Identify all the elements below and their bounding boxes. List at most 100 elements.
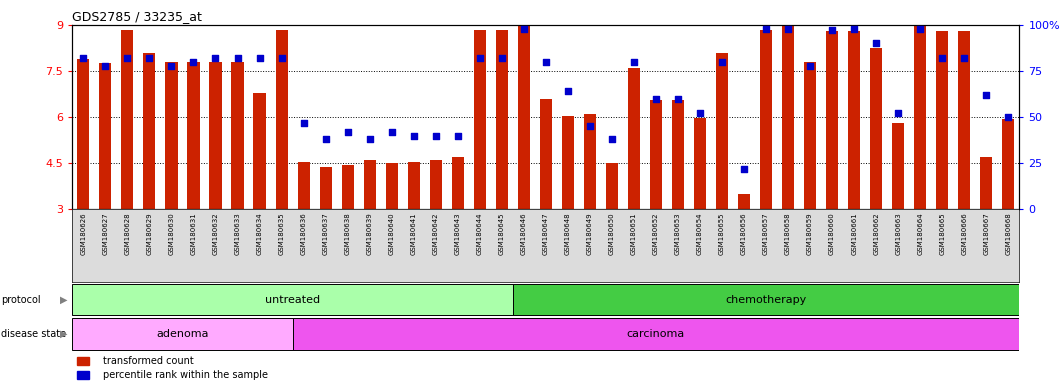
Text: GSM180645: GSM180645: [499, 212, 504, 255]
Text: GSM180656: GSM180656: [741, 212, 747, 255]
Bar: [1002, 119, 1014, 209]
Bar: [144, 53, 155, 209]
Bar: [782, 26, 794, 209]
Text: GSM180628: GSM180628: [124, 212, 131, 255]
Bar: [959, 31, 970, 209]
Text: GSM180649: GSM180649: [587, 212, 593, 255]
Bar: [99, 63, 112, 209]
Bar: [738, 194, 750, 209]
Bar: [914, 26, 927, 209]
Point: [890, 110, 907, 116]
Bar: [628, 68, 639, 209]
Bar: [671, 100, 684, 209]
Bar: [892, 123, 904, 209]
Text: percentile rank within the sample: percentile rank within the sample: [103, 370, 268, 380]
Text: GSM180660: GSM180660: [829, 212, 835, 255]
Bar: [650, 100, 662, 209]
Text: GSM180644: GSM180644: [477, 212, 483, 255]
Bar: [694, 118, 706, 209]
Text: GSM180668: GSM180668: [1005, 212, 1011, 255]
Bar: [848, 31, 860, 209]
Point: [471, 55, 488, 61]
Text: GSM180635: GSM180635: [279, 212, 284, 255]
Text: GSM180654: GSM180654: [697, 212, 703, 255]
Bar: [364, 159, 376, 209]
Text: GSM180637: GSM180637: [322, 212, 329, 255]
Bar: [408, 162, 420, 209]
Point: [449, 132, 466, 139]
Point: [647, 96, 664, 102]
Text: chemotherapy: chemotherapy: [726, 295, 807, 305]
Text: GSM180652: GSM180652: [653, 212, 659, 255]
Point: [119, 55, 136, 61]
Bar: [78, 59, 89, 209]
Text: GSM180642: GSM180642: [433, 212, 438, 255]
Point: [251, 55, 268, 61]
Text: ▶: ▶: [60, 295, 67, 305]
Point: [229, 55, 246, 61]
Bar: [253, 93, 266, 209]
Bar: [562, 116, 573, 209]
Bar: [121, 30, 133, 209]
Text: GSM180632: GSM180632: [213, 212, 218, 255]
Point: [295, 119, 312, 126]
Text: GSM180648: GSM180648: [565, 212, 571, 255]
Text: GSM180638: GSM180638: [345, 212, 351, 255]
Bar: [870, 48, 882, 209]
Text: GSM180651: GSM180651: [631, 212, 637, 255]
Point: [317, 136, 334, 142]
Point: [824, 27, 841, 33]
Point: [515, 26, 532, 32]
Bar: [319, 167, 332, 209]
Point: [934, 55, 951, 61]
Bar: [342, 165, 353, 209]
Point: [801, 63, 818, 69]
Text: carcinoma: carcinoma: [627, 329, 685, 339]
Bar: [72, 284, 513, 315]
Bar: [605, 163, 618, 209]
Text: GSM180661: GSM180661: [851, 212, 858, 255]
Bar: [293, 318, 1019, 350]
Point: [626, 59, 643, 65]
Text: ▶: ▶: [60, 329, 67, 339]
Bar: [936, 31, 948, 209]
Bar: [980, 157, 993, 209]
Bar: [77, 357, 89, 365]
Bar: [518, 26, 530, 209]
Bar: [513, 284, 1019, 315]
Text: transformed count: transformed count: [103, 356, 194, 366]
Point: [912, 26, 929, 32]
Bar: [210, 62, 221, 209]
Bar: [496, 30, 508, 209]
Bar: [232, 62, 244, 209]
Point: [714, 59, 731, 65]
Point: [692, 110, 709, 116]
Point: [758, 26, 775, 32]
Text: GSM180639: GSM180639: [367, 212, 372, 255]
Point: [978, 92, 995, 98]
Point: [735, 166, 752, 172]
Point: [273, 55, 290, 61]
Point: [163, 63, 180, 69]
Text: GSM180667: GSM180667: [983, 212, 990, 255]
Text: GSM180627: GSM180627: [102, 212, 109, 255]
Bar: [165, 62, 178, 209]
Point: [361, 136, 378, 142]
Point: [74, 55, 92, 61]
Text: GSM180636: GSM180636: [301, 212, 306, 255]
Bar: [77, 371, 89, 379]
Point: [207, 55, 225, 61]
Text: GSM180643: GSM180643: [454, 212, 461, 255]
Text: GSM180641: GSM180641: [411, 212, 417, 255]
Point: [846, 26, 863, 32]
Point: [140, 55, 157, 61]
Bar: [826, 31, 838, 209]
Point: [581, 123, 598, 129]
Point: [537, 59, 554, 65]
Point: [428, 132, 445, 139]
Bar: [385, 162, 398, 209]
Bar: [539, 99, 552, 209]
Bar: [187, 62, 200, 209]
Point: [405, 132, 422, 139]
Text: GSM180630: GSM180630: [168, 212, 174, 255]
